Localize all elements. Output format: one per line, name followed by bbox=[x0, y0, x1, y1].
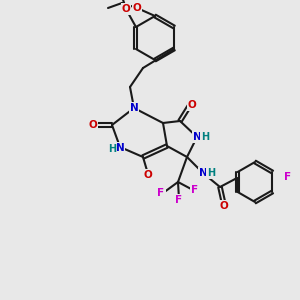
Text: O: O bbox=[122, 4, 130, 14]
Text: O: O bbox=[188, 100, 196, 110]
Text: O: O bbox=[220, 201, 228, 211]
Text: H: H bbox=[201, 132, 209, 142]
Text: O: O bbox=[144, 170, 152, 180]
Text: N: N bbox=[130, 103, 138, 113]
Text: F: F bbox=[191, 185, 199, 195]
Text: O: O bbox=[133, 3, 141, 13]
Text: O: O bbox=[88, 120, 98, 130]
Text: F: F bbox=[158, 188, 165, 198]
Text: F: F bbox=[284, 172, 291, 182]
Text: H: H bbox=[108, 144, 116, 154]
Text: N: N bbox=[199, 168, 207, 178]
Text: H: H bbox=[207, 168, 215, 178]
Text: N: N bbox=[193, 132, 201, 142]
Text: F: F bbox=[176, 195, 183, 205]
Text: N: N bbox=[116, 143, 124, 153]
